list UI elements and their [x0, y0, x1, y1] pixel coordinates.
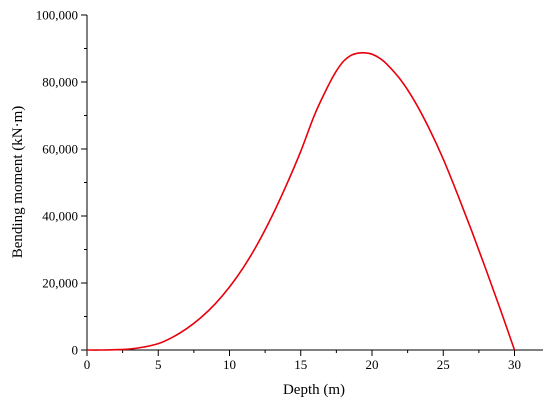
y-tick-label: 40,000	[42, 209, 78, 224]
y-axis-title: Bending moment (kN·m)	[10, 106, 26, 258]
x-tick-label: 20	[366, 357, 379, 372]
y-tick-label: 0	[72, 343, 79, 358]
plot-area	[86, 51, 516, 351]
x-axis-title: Depth (m)	[283, 382, 345, 398]
x-tick-label: 25	[437, 357, 450, 372]
y-tick-label: 60,000	[42, 142, 78, 157]
bending-moment-series-line	[86, 51, 516, 351]
axes: 0 5 10 15 20 25 30 0 20,000 40,000 60,000 80,000 100…	[36, 8, 543, 372]
axis-labels: Depth (m) Bending moment (kN·m)	[10, 106, 345, 398]
x-tick-label: 5	[155, 357, 162, 372]
x-tick-label: 30	[508, 357, 521, 372]
y-tick-label: 20,000	[42, 276, 78, 291]
y-tick-label: 100,000	[36, 8, 78, 23]
x-tick-label: 10	[223, 357, 236, 372]
x-tick-label: 15	[294, 357, 307, 372]
x-tick-label: 0	[84, 357, 91, 372]
y-tick-label: 80,000	[42, 75, 78, 90]
